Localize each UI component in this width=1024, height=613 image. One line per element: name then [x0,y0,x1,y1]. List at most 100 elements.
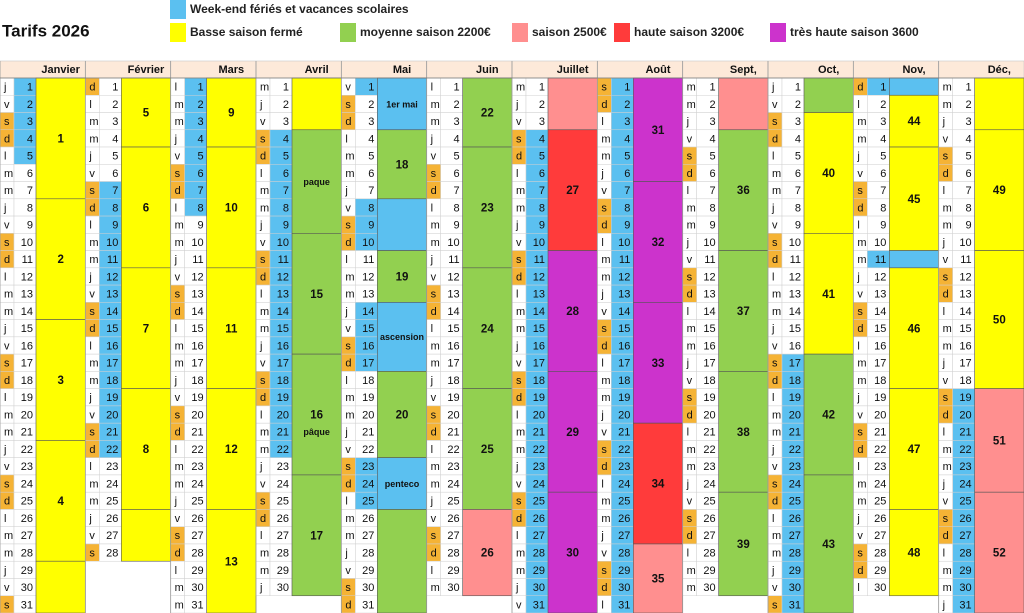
weekday-letter: j [771,323,774,335]
day-number: 20 [703,409,715,421]
day-number: 30 [362,582,374,594]
weekday-letter: s [89,185,95,197]
day-number: 25 [277,496,289,508]
day-number: 29 [789,565,801,577]
day-number: 27 [447,530,459,542]
weekday-letter: v [345,565,351,577]
day-number: 10 [447,237,459,249]
weekday-letter: j [259,220,262,232]
weekday-letter: m [943,220,952,232]
weekday-cell [853,336,868,355]
weekday-letter: d [687,409,693,421]
weekday-letter: m [601,513,610,525]
weekday-cell [938,595,953,613]
weekday-letter: l [516,289,518,301]
weekday-letter: l [516,168,518,180]
weekday-letter: l [857,340,859,352]
day-number: 8 [880,202,886,214]
day-number: 10 [106,237,118,249]
day-number: 13 [533,289,545,301]
weekday-letter: d [857,202,863,214]
weekday-letter: d [772,254,778,266]
legend-label: très haute saison 3600 [790,25,919,39]
weekday-letter: j [259,99,262,111]
weekday-letter: j [600,168,603,180]
weekday-letter: s [857,427,863,439]
week-label: 33 [652,358,665,370]
weekday-letter: j [856,392,859,404]
day-number: 12 [447,271,459,283]
week-label: 29 [566,427,579,439]
weekday-letter: m [516,565,525,577]
day-number: 5 [880,151,886,163]
weekday-letter: l [431,82,433,94]
weekday-letter: v [431,513,437,525]
legend-label: Week-end fériés et vacances scolaires [190,2,409,16]
weekday-letter: m [175,237,184,249]
day-number: 9 [880,220,886,232]
season-block [718,250,769,372]
month-header-cell [767,60,854,79]
weekday-letter: v [601,427,607,439]
season-block [121,146,171,269]
day-number: 8 [539,202,545,214]
weekday-letter: v [687,375,693,387]
season-block [547,491,598,613]
weekday-letter: j [515,220,518,232]
day-number: 17 [874,358,886,370]
weekday-letter: d [4,133,10,145]
day-number: 19 [874,392,886,404]
week-label: paque [303,177,330,187]
day-number: 6 [624,168,630,180]
weekday-letter: l [857,461,859,473]
weekday-letter: m [857,478,866,490]
day-number: 27 [277,530,289,542]
weekday-letter: m [601,151,610,163]
day-number: 9 [624,220,630,232]
weekday-letter: l [260,530,262,542]
weekday-letter: s [516,496,522,508]
season-block [291,233,342,355]
day-number: 6 [283,168,289,180]
weekday-letter: m [89,478,98,490]
day-number: 29 [533,565,545,577]
day-number: 19 [959,392,971,404]
weekday-cell [0,509,15,527]
day-number: 10 [21,237,33,249]
weekday-letter: m [89,496,98,508]
weekday-letter: v [516,358,522,370]
weekday-cell [255,95,271,113]
day-number: 5 [368,151,374,163]
weekday-letter: s [431,289,437,301]
weekday-letter: d [516,151,522,163]
week-label: 44 [908,116,921,128]
weekday-letter: m [89,375,98,387]
day-number: 27 [533,530,545,542]
season-block [206,509,257,613]
day-number: 1 [539,82,545,94]
weekday-letter: m [601,392,610,404]
day-number: 3 [880,116,886,128]
season-block [377,129,427,200]
weekday-letter: s [175,409,181,421]
weekday-letter: m [772,548,781,560]
weekday-letter: m [175,220,184,232]
weekday-letter: m [857,358,866,370]
weekday-letter: m [687,340,696,352]
day-number: 29 [874,565,886,577]
season-block [974,388,1024,493]
weekday-letter: j [174,496,177,508]
weekday-letter: m [943,444,952,456]
weekday-letter: m [89,116,98,128]
day-number: 15 [874,323,886,335]
legend-label: moyenne saison 2200€ [360,25,491,39]
day-number: 15 [959,323,971,335]
month-name: Janvier [41,64,80,76]
day-number: 19 [703,392,715,404]
day-number: 6 [112,168,118,180]
weekday-letter: m [772,427,781,439]
weekday-cell [255,215,271,234]
day-number: 17 [191,358,203,370]
day-number: 19 [21,392,33,404]
day-number: 9 [966,220,972,232]
